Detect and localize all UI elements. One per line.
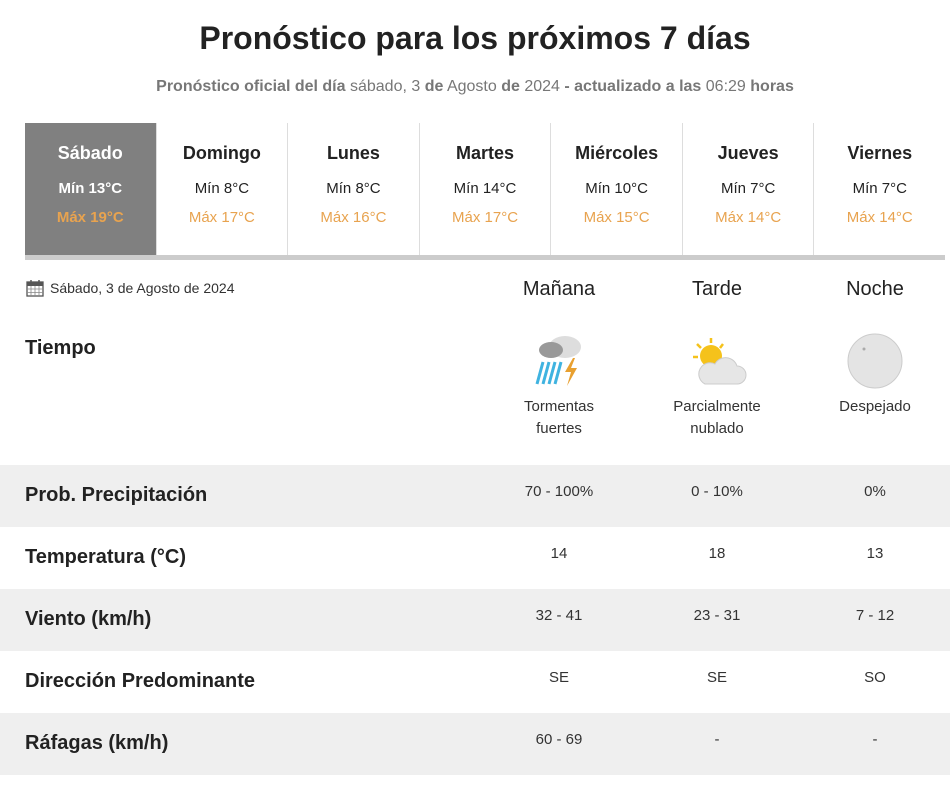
day-max: Máx 17°C — [452, 209, 519, 226]
column-noche: Noche — [846, 278, 904, 300]
subtitle-month: Agosto — [446, 78, 497, 95]
day-tab-miercoles[interactable]: Miércoles Mín 10°C Máx 15°C — [551, 123, 683, 255]
weather-desc: Despejado — [839, 398, 911, 415]
row-value: 13 — [866, 545, 884, 562]
day-tab-viernes[interactable]: Viernes Mín 7°C Máx 14°C — [814, 123, 945, 255]
row-value: SO — [864, 669, 886, 686]
column-tarde: Tarde — [691, 278, 743, 300]
clear-night-moon-icon — [847, 333, 903, 389]
row-value: SE — [706, 669, 727, 686]
day-tab-domingo[interactable]: Domingo Mín 8°C Máx 17°C — [157, 123, 289, 255]
day-max: Máx 17°C — [188, 209, 255, 226]
subtitle-date: sábado, 3 — [349, 78, 421, 95]
subtitle-text: horas — [750, 78, 794, 95]
row-label: Ráfagas (km/h) — [25, 732, 169, 754]
weather-desc: fuertes — [536, 420, 582, 437]
row-value: 0% — [864, 483, 886, 500]
day-max: Máx 19°C — [56, 209, 124, 226]
row-value: - — [714, 731, 720, 748]
row-value: 18 — [708, 545, 726, 562]
subtitle-text: Pronóstico oficial del día — [156, 78, 346, 95]
row-value: 7 - 12 — [855, 607, 895, 624]
day-name: Domingo — [182, 143, 261, 163]
row-label: Dirección Predominante — [25, 670, 256, 692]
day-min: Mín 8°C — [326, 180, 381, 197]
row-temperatura: Temperatura (°C) 14 18 13 — [0, 527, 950, 589]
weather-desc: Parcialmente — [673, 398, 761, 415]
day-max: Máx 16°C — [320, 209, 387, 226]
weather-tarde: Parcialmente nublado — [638, 332, 796, 440]
selected-date-text: Sábado, 3 de Agosto de 2024 — [50, 280, 235, 296]
day-max: Máx 14°C — [846, 209, 913, 226]
day-max: Máx 14°C — [715, 209, 782, 226]
day-name: Jueves — [717, 143, 779, 163]
thunderstorm-icon — [535, 336, 581, 386]
day-tab-sabado[interactable]: Sábado Mín 13°C Máx 19°C — [25, 123, 157, 255]
row-value: - — [872, 731, 878, 748]
row-rafagas: Ráfagas (km/h) 60 - 69 - - — [0, 713, 950, 775]
row-label: Viento (km/h) — [25, 608, 152, 630]
column-manana: Mañana — [522, 278, 596, 300]
row-label: Temperatura (°C) — [25, 546, 186, 568]
day-min: Mín 14°C — [453, 180, 517, 197]
day-min: Mín 10°C — [585, 180, 648, 197]
row-value: 23 - 31 — [693, 607, 741, 624]
calendar-icon — [26, 280, 44, 297]
partly-cloudy-icon — [693, 338, 747, 385]
row-value: 70 - 100% — [524, 483, 594, 500]
day-tab-martes[interactable]: Martes Mín 14°C Máx 17°C — [420, 123, 552, 255]
subtitle-time: 06:29 — [705, 78, 746, 95]
day-tab-lunes[interactable]: Lunes Mín 8°C Máx 16°C — [288, 123, 420, 255]
subtitle-text: de — [501, 78, 520, 95]
day-name: Martes — [456, 143, 515, 163]
day-min: Mín 7°C — [721, 180, 776, 197]
subtitle-text: de — [424, 78, 444, 95]
row-value: SE — [548, 669, 569, 686]
day-tab-jueves[interactable]: Jueves Mín 7°C Máx 14°C — [683, 123, 815, 255]
row-value: 32 - 41 — [535, 607, 583, 624]
row-value: 0 - 10% — [691, 483, 743, 500]
page-subtitle: Pronóstico oficial del día sábado, 3 de … — [0, 78, 950, 96]
row-value: 14 — [550, 545, 568, 562]
day-tabs: Sábado Mín 13°C Máx 19°C Domingo Mín 8°C Máx… — [25, 123, 945, 260]
day-max: Máx 15°C — [583, 209, 650, 226]
weather-desc: Tormentas — [523, 398, 595, 415]
selected-date: Sábado, 3 de Agosto de 2024 — [25, 278, 235, 298]
day-name: Miércoles — [575, 143, 659, 163]
subtitle-text: - actualizado a las — [564, 78, 702, 95]
row-viento: Viento (km/h) 32 - 41 23 - 31 7 - 12 — [0, 589, 950, 651]
subtitle-year: 2024 — [524, 78, 560, 95]
day-name: Sábado — [57, 143, 123, 163]
day-min: Mín 13°C — [58, 180, 123, 197]
row-value: 60 - 69 — [535, 731, 583, 748]
day-name: Lunes — [326, 143, 380, 163]
row-precipitacion: Prob. Precipitación 70 - 100% 0 - 10% 0% — [0, 465, 950, 527]
day-name: Viernes — [847, 143, 913, 163]
weather-noche: Despejado — [796, 332, 950, 418]
weather-manana: Tormentas fuertes — [480, 332, 638, 440]
day-min: Mín 7°C — [852, 180, 907, 197]
page-title: Pronóstico para los próximos 7 días — [199, 20, 751, 56]
day-min: Mín 8°C — [194, 180, 250, 197]
tiempo-label: Tiempo — [25, 337, 96, 359]
row-label: Prob. Precipitación — [25, 484, 208, 506]
weather-desc: nublado — [690, 420, 744, 437]
row-direccion: Dirección Predominante SE SE SO — [0, 651, 950, 713]
